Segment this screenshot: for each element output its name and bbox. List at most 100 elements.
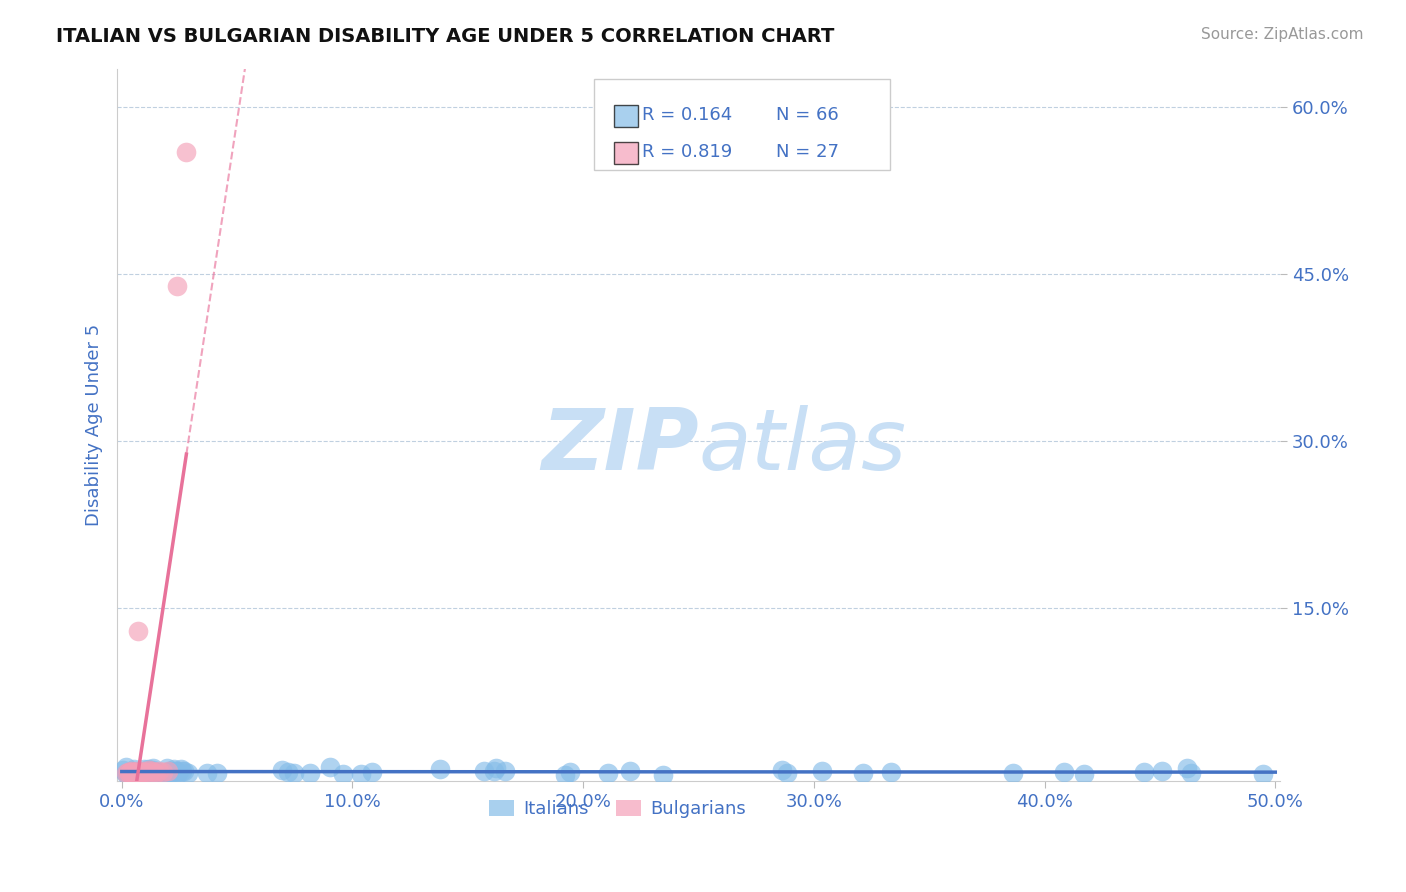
Point: [145, 765, 167, 780]
Point: [127, 624, 149, 638]
Point: [136, 765, 159, 780]
Point: [139, 766, 162, 780]
Point: [880, 764, 903, 779]
Point: [156, 764, 179, 778]
Point: [124, 764, 146, 778]
Point: [114, 765, 136, 780]
Point: [157, 765, 180, 780]
Point: [118, 765, 141, 780]
Text: atlas: atlas: [699, 405, 907, 488]
Point: [166, 768, 188, 782]
FancyBboxPatch shape: [613, 104, 638, 128]
Point: [350, 766, 373, 780]
Text: ZIP: ZIP: [541, 405, 699, 488]
Point: [472, 764, 495, 779]
Point: [132, 762, 155, 776]
Point: [117, 765, 139, 780]
Point: [558, 764, 581, 779]
Point: [619, 764, 641, 778]
Point: [128, 765, 150, 780]
Point: [1180, 766, 1202, 780]
Point: [318, 760, 340, 774]
Point: [1177, 761, 1199, 775]
Point: [118, 766, 141, 780]
Point: [167, 765, 190, 780]
Point: [139, 767, 162, 781]
Point: [166, 278, 188, 293]
Point: [772, 763, 794, 777]
Point: [142, 761, 165, 775]
Point: [124, 766, 146, 780]
Point: [112, 764, 135, 778]
Point: [138, 763, 160, 777]
Point: [122, 766, 145, 780]
Point: [205, 766, 228, 780]
Point: [131, 765, 153, 780]
Point: [152, 765, 174, 780]
Point: [152, 767, 174, 781]
Point: [134, 766, 156, 780]
Point: [494, 764, 516, 779]
Point: [163, 762, 186, 776]
Point: [1052, 764, 1074, 779]
Point: [115, 767, 138, 781]
Point: [136, 762, 159, 776]
Point: [127, 764, 149, 779]
Point: [361, 765, 384, 780]
Point: [156, 761, 179, 775]
Text: Source: ZipAtlas.com: Source: ZipAtlas.com: [1201, 27, 1364, 42]
Point: [136, 765, 159, 780]
Point: [429, 762, 451, 776]
Point: [165, 764, 187, 779]
Point: [176, 145, 198, 159]
Point: [283, 766, 305, 780]
Point: [131, 764, 153, 778]
Point: [554, 768, 576, 782]
Point: [485, 761, 508, 775]
Point: [115, 766, 138, 780]
Point: [652, 768, 675, 782]
Point: [129, 766, 152, 780]
Point: [124, 765, 146, 780]
Point: [299, 765, 322, 780]
Text: N = 27: N = 27: [776, 143, 839, 161]
Point: [157, 764, 180, 778]
Point: [1152, 764, 1174, 778]
Point: [141, 764, 163, 778]
Point: [149, 765, 172, 780]
Point: [157, 768, 180, 782]
Point: [596, 766, 619, 780]
Legend: Italians, Bulgarians: Italians, Bulgarians: [481, 793, 752, 825]
Y-axis label: Disability Age Under 5: Disability Age Under 5: [86, 324, 103, 526]
Point: [852, 765, 875, 780]
Point: [115, 759, 138, 773]
Point: [277, 765, 299, 780]
Point: [172, 764, 194, 778]
Text: R = 0.819: R = 0.819: [643, 143, 733, 161]
Point: [120, 764, 142, 778]
Point: [143, 765, 166, 780]
Point: [195, 765, 218, 780]
Point: [177, 765, 200, 780]
Point: [776, 766, 799, 780]
Point: [122, 762, 145, 776]
Text: R = 0.164: R = 0.164: [643, 106, 733, 124]
FancyBboxPatch shape: [613, 142, 638, 164]
Point: [145, 766, 167, 780]
Point: [482, 764, 505, 778]
Point: [148, 764, 170, 778]
Point: [173, 764, 195, 778]
Point: [1073, 767, 1095, 781]
Text: N = 66: N = 66: [776, 106, 838, 124]
Point: [332, 767, 354, 781]
Text: ITALIAN VS BULGARIAN DISABILITY AGE UNDER 5 CORRELATION CHART: ITALIAN VS BULGARIAN DISABILITY AGE UNDE…: [56, 27, 835, 45]
Point: [128, 767, 150, 781]
Point: [270, 763, 292, 777]
Point: [127, 768, 149, 782]
Point: [1132, 765, 1154, 780]
Point: [170, 762, 193, 776]
Point: [163, 764, 186, 779]
Point: [1002, 766, 1025, 780]
Point: [811, 764, 834, 779]
Point: [142, 763, 165, 777]
